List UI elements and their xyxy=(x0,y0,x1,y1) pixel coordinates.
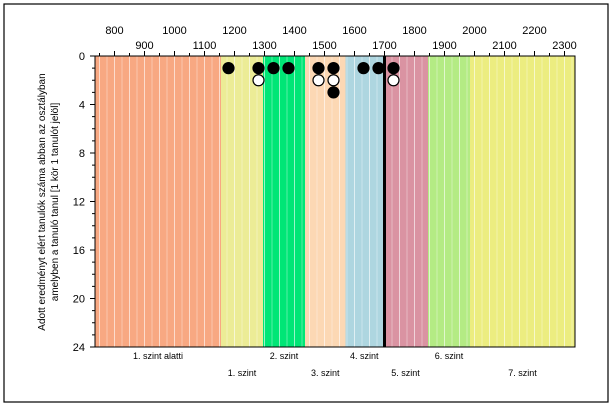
filled-point xyxy=(282,62,295,75)
band-label: 3. szint xyxy=(311,368,340,378)
x-axis-ticks: 800 900 1000 1100 1200 1300 1400 1500 1600 1700 18… xyxy=(99,25,577,56)
band-5 xyxy=(345,56,383,347)
open-point xyxy=(327,74,340,87)
y-tick-label: 20 xyxy=(73,294,85,306)
band-label: 2. szint xyxy=(270,351,299,361)
filled-point xyxy=(357,62,370,75)
band-4 xyxy=(305,56,346,347)
band-label: 5. szint xyxy=(391,368,420,378)
open-point xyxy=(252,74,265,87)
points-layer xyxy=(222,62,400,99)
y-tick-label: 4 xyxy=(79,100,85,112)
x-tick-label: 1700 xyxy=(372,40,396,52)
filled-point xyxy=(312,62,325,75)
x-tick-label: 1300 xyxy=(252,40,276,52)
x-tick-label: 1900 xyxy=(432,40,456,52)
band-label: 1. szint xyxy=(228,368,257,378)
x-tick-label: 1200 xyxy=(222,25,246,37)
band-label: 6. szint xyxy=(435,351,464,361)
x-tick-label: 1600 xyxy=(342,25,366,37)
y-tick-label: 16 xyxy=(73,245,85,257)
y-axis-label-line1: Adott eredményt elért tanulók száma abba… xyxy=(37,73,48,330)
band-label: 4. szint xyxy=(350,351,379,361)
y-axis-ticks: 0 4 8 12 16 20 24 xyxy=(73,51,95,354)
band-6 xyxy=(383,56,428,347)
x-tick-label: 1500 xyxy=(312,40,336,52)
open-point xyxy=(387,74,400,87)
filled-point xyxy=(327,86,340,99)
band-1 xyxy=(95,56,221,347)
x-tick-label: 2100 xyxy=(492,40,516,52)
band-8 xyxy=(470,56,575,347)
band-7 xyxy=(428,56,470,347)
band-label: 1. szint alatti xyxy=(133,351,183,361)
y-tick-label: 8 xyxy=(79,148,85,160)
y-axis-label-line2: amelyben a tanuló tanul [1 kör 1 tanulót… xyxy=(50,103,61,302)
x-tick-label: 900 xyxy=(135,40,153,52)
y-tick-label: 24 xyxy=(73,342,85,354)
filled-point xyxy=(387,62,400,75)
y-tick-label: 0 xyxy=(79,51,85,63)
x-tick-label: 2200 xyxy=(522,25,546,37)
band-2 xyxy=(221,56,263,347)
x-tick-label: 1400 xyxy=(282,25,306,37)
x-tick-label: 2000 xyxy=(462,25,486,37)
band-labels: 1. szint alatti 1. szint 2. szint 3. szint 4… xyxy=(133,351,537,378)
x-tick-label: 800 xyxy=(105,25,123,37)
filled-point xyxy=(252,62,265,75)
y-tick-label: 12 xyxy=(73,197,85,209)
filled-point xyxy=(222,62,235,75)
filled-point xyxy=(372,62,385,75)
x-tick-label: 1000 xyxy=(162,25,186,37)
band-3 xyxy=(263,56,305,347)
x-tick-label: 1100 xyxy=(193,40,217,52)
x-tick-label: 2300 xyxy=(552,40,576,52)
filled-point xyxy=(267,62,280,75)
x-tick-label: 1800 xyxy=(402,25,426,37)
open-point xyxy=(312,74,325,87)
filled-point xyxy=(327,62,340,75)
band-layer xyxy=(95,56,575,347)
grid-layer xyxy=(99,56,573,347)
band-label: 7. szint xyxy=(508,368,537,378)
